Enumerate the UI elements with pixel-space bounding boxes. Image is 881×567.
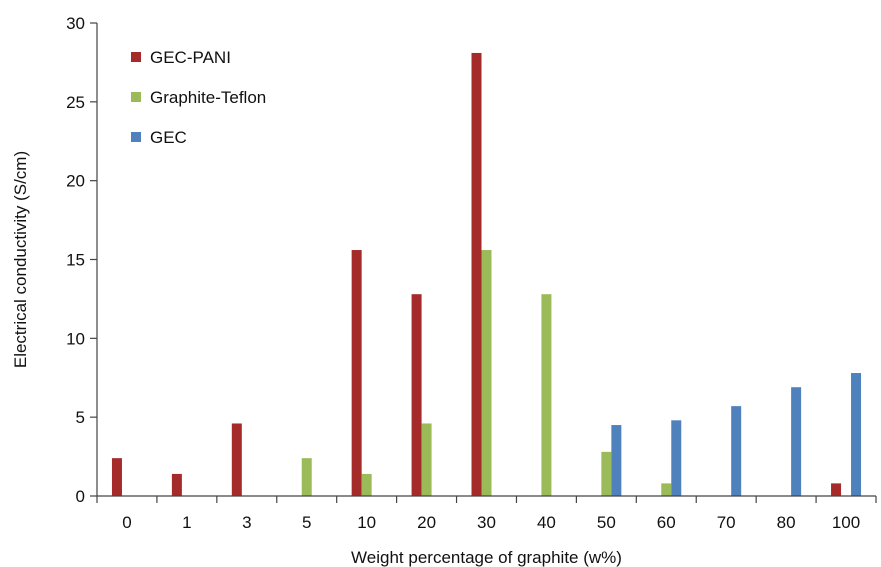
bar-graphite-teflon-50: [601, 451, 612, 496]
y-tick-label: 30: [66, 14, 85, 33]
bar-graphite-teflon-60: [661, 483, 672, 496]
bar-gec-pani-30: [471, 52, 482, 497]
legend-swatch: [131, 92, 141, 102]
bar-gec-100: [851, 373, 862, 496]
bar-graphite-teflon-30: [481, 250, 492, 496]
x-axis-title: Weight percentage of graphite (w%): [351, 548, 622, 567]
x-tick-label: 40: [537, 513, 556, 532]
y-axis-title: Electrical conductivity (S/cm): [11, 151, 30, 368]
bar-graphite-teflon-40: [541, 294, 552, 496]
bar-gec-60: [671, 420, 682, 496]
x-tick-label: 50: [597, 513, 616, 532]
x-tick-label: 60: [657, 513, 676, 532]
bar-gec-pani-20: [411, 294, 422, 496]
legend-swatch: [131, 52, 141, 62]
bar-graphite-teflon-20: [421, 423, 432, 496]
x-tick-label: 5: [302, 513, 311, 532]
legend-label: GEC: [150, 128, 187, 147]
x-tick-label: 10: [357, 513, 376, 532]
bar-gec-pani-1: [171, 473, 182, 496]
x-tick-label: 30: [477, 513, 496, 532]
y-tick-label: 15: [66, 251, 85, 270]
bar-gec-70: [731, 406, 742, 496]
x-tick-label: 80: [777, 513, 796, 532]
bar-gec-pani-10: [351, 250, 362, 496]
x-tick-label: 20: [417, 513, 436, 532]
bar-graphite-teflon-10: [361, 473, 372, 496]
y-tick-label: 20: [66, 172, 85, 191]
bar-gec-pani-100: [831, 483, 842, 496]
bar-gec-pani-0: [111, 458, 122, 496]
y-tick-label: 10: [66, 329, 85, 348]
x-tick-label: 0: [122, 513, 131, 532]
legend: GEC-PANI Graphite-Teflon GEC: [131, 48, 266, 147]
bar-gec-50: [611, 425, 622, 496]
bar-gec-pani-3: [231, 423, 242, 496]
legend-swatch: [131, 132, 141, 142]
x-tick-label: 70: [717, 513, 736, 532]
bars-group: [111, 52, 862, 497]
legend-label: GEC-PANI: [150, 48, 231, 67]
y-tick-label: 0: [76, 487, 85, 506]
bar-graphite-teflon-5: [301, 458, 312, 496]
x-tick-label: 3: [242, 513, 251, 532]
bar-gec-80: [791, 387, 802, 496]
x-tick-label: 1: [182, 513, 191, 532]
y-tick-label: 25: [66, 93, 85, 112]
y-tick-label: 5: [76, 408, 85, 427]
legend-label: Graphite-Teflon: [150, 88, 266, 107]
x-tick-label: 100: [832, 513, 860, 532]
ticks-group: 0 5 10 15 20 25 30 0 1 3 5 10 20 30 40 50 60 70 80 100: [66, 14, 877, 532]
